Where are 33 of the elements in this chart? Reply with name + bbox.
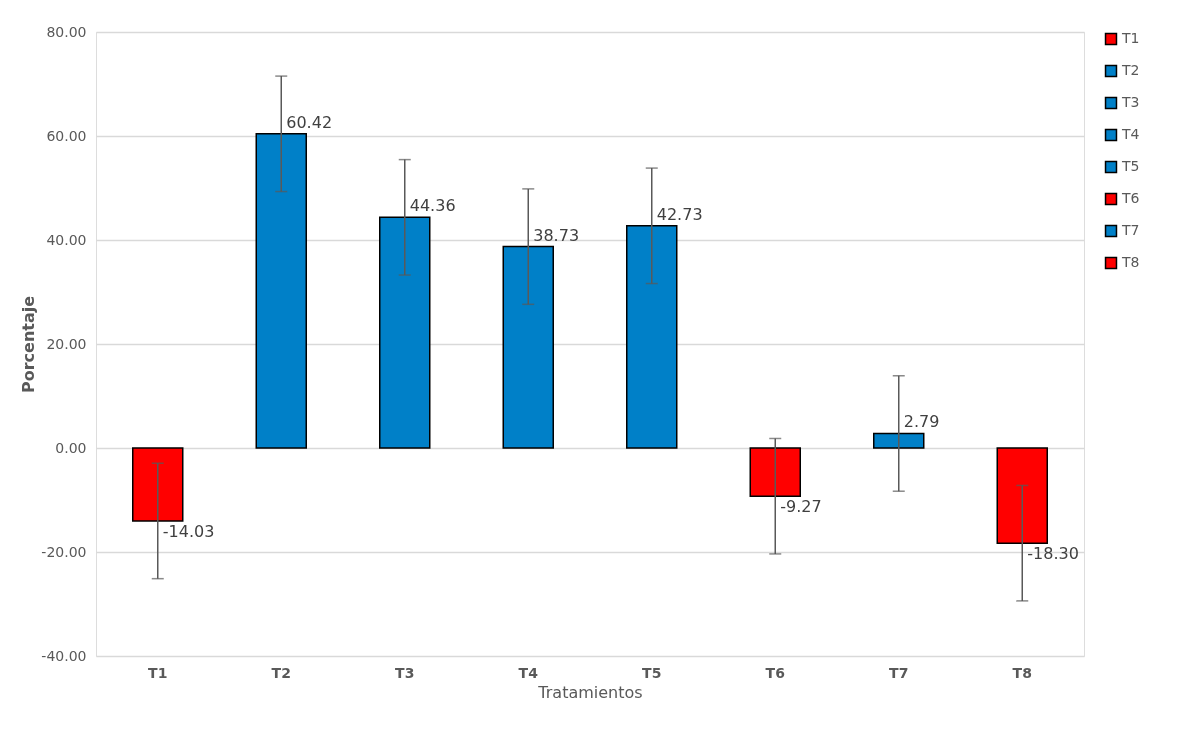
x-tick-label: T1: [148, 664, 168, 681]
x-tick-label: T2: [271, 664, 291, 681]
x-tick-label: T3: [395, 664, 415, 681]
legend-label: T3: [1121, 94, 1140, 110]
x-tick-label: T7: [889, 664, 909, 681]
data-label: 2.79: [903, 412, 940, 432]
x-tick-label: T5: [642, 664, 662, 681]
legend-label: T2: [1121, 62, 1140, 78]
y-tick-label: 40.00: [46, 231, 87, 248]
y-tick-label: -40.00: [41, 647, 87, 664]
y-tick-label: 20.00: [46, 335, 87, 352]
x-axis-title: Tratamientos: [537, 682, 643, 702]
data-label: 42.73: [656, 204, 703, 224]
legend-label: T1: [1121, 30, 1140, 46]
legend-label: T5: [1121, 158, 1140, 174]
y-tick-label: -20.00: [41, 543, 87, 560]
data-label: 60.42: [286, 112, 333, 132]
data-label: -14.03: [162, 521, 215, 541]
y-tick-label: 80.00: [46, 23, 87, 40]
legend-label: T8: [1121, 254, 1140, 270]
x-tick-label: T6: [765, 664, 785, 681]
x-tick-label: T8: [1012, 664, 1032, 681]
legend-label: T6: [1121, 190, 1140, 206]
y-axis-title: Porcentaje: [19, 295, 39, 394]
data-label: 44.36: [409, 196, 456, 216]
data-label: -18.30: [1027, 544, 1079, 564]
legend-label: T7: [1121, 222, 1140, 238]
data-label: -9.27: [780, 497, 822, 517]
y-tick-label: 0.00: [55, 439, 87, 456]
data-label: 38.73: [533, 225, 580, 245]
x-tick-label: T4: [518, 664, 539, 681]
legend-label: T4: [1121, 126, 1140, 142]
y-tick-label: 60.00: [46, 127, 87, 144]
